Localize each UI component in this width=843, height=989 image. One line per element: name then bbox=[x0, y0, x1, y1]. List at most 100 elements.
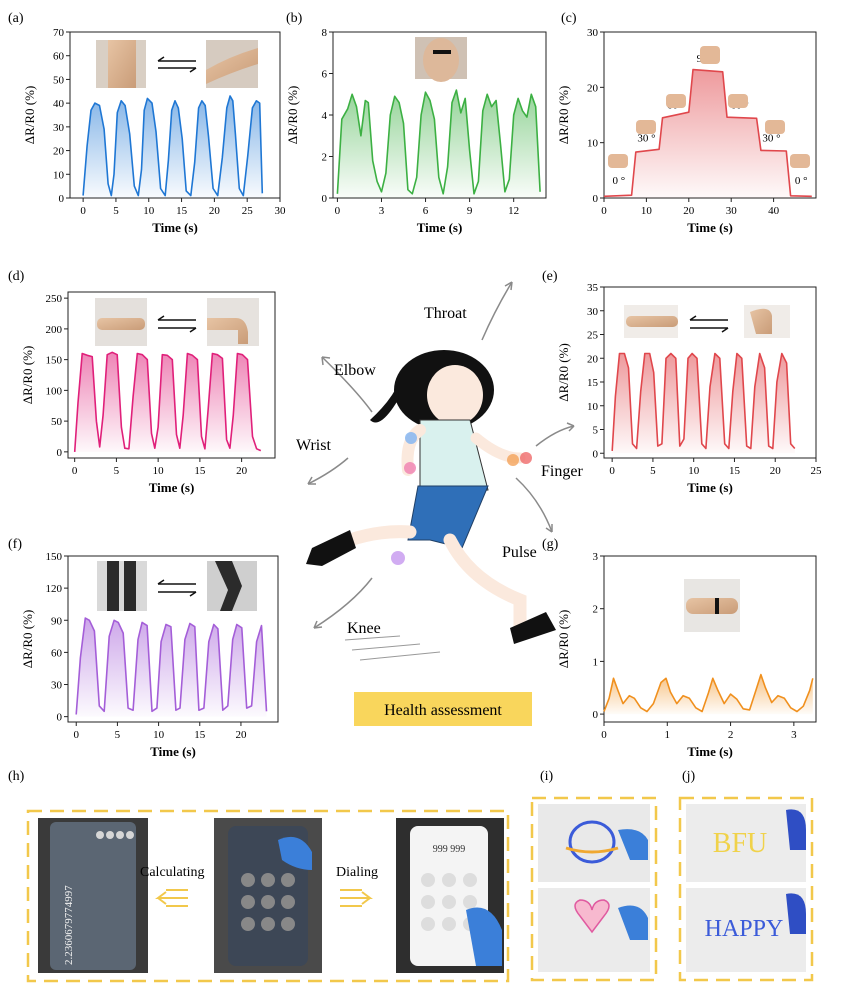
y-tick-label: 90 bbox=[51, 615, 63, 627]
x-tick-label: 20 bbox=[770, 465, 782, 477]
chart-b: 0 3 6 9 12 0 2 4 6 8 Time (s) ΔR/R0 (%) bbox=[285, 27, 547, 235]
x-tick-label: 6 bbox=[423, 205, 429, 217]
y-tick-label: 30 bbox=[587, 27, 599, 39]
y-tick-label: 0 bbox=[593, 193, 599, 205]
x-tick-label: 0 bbox=[335, 205, 341, 217]
y-tick-label: 10 bbox=[53, 169, 65, 181]
y-axis-label: ΔR/R0 (%) bbox=[556, 343, 571, 402]
y-tick-label: 20 bbox=[587, 82, 599, 94]
x-tick-label: 10 bbox=[688, 465, 700, 477]
angle-annotation: 0 ° bbox=[795, 175, 808, 187]
y-tick-label: 250 bbox=[46, 293, 63, 305]
chart-g: 0 1 2 3 0 1 2 3 Time (s) ΔR/R0 (%) bbox=[556, 551, 817, 759]
action-dialing: Dialing bbox=[336, 865, 378, 880]
x-tick-label: 20 bbox=[683, 205, 695, 217]
plot-frame bbox=[67, 555, 279, 723]
x-axis-label: Time (s) bbox=[417, 220, 463, 235]
data-line bbox=[611, 352, 796, 451]
x-axis-label: Time (s) bbox=[687, 220, 733, 235]
health-assessment-box: Health assessment bbox=[354, 692, 532, 726]
x-tick-label: 5 bbox=[650, 465, 656, 477]
x-tick-label: 30 bbox=[726, 205, 738, 217]
x-tick-label: 0 bbox=[601, 205, 607, 217]
x-axis-label: Time (s) bbox=[149, 480, 195, 495]
x-tick-label: 9 bbox=[467, 205, 473, 217]
x-tick-label: 40 bbox=[768, 205, 780, 217]
data-area bbox=[612, 353, 795, 454]
x-tick-label: 0 bbox=[80, 205, 86, 217]
panel-h-phones: 2.2360679774997 Calculating Dialing 999 … bbox=[26, 809, 510, 983]
photo-dialer-phone: 999 999 bbox=[396, 818, 504, 973]
swap-arrows-icon bbox=[157, 56, 197, 73]
arrow-left-icon bbox=[155, 889, 188, 907]
data-line bbox=[73, 351, 262, 452]
y-tick-label: 2 bbox=[322, 152, 328, 164]
drawing-text-bfu: BFU bbox=[713, 828, 767, 859]
inset-photo-finger-straight bbox=[624, 305, 678, 338]
inset-photo-knee-straight bbox=[97, 561, 147, 611]
y-tick-label: 10 bbox=[587, 138, 599, 150]
data-area bbox=[83, 96, 263, 198]
y-tick-label: 100 bbox=[46, 385, 63, 397]
angle-annotation: 0 ° bbox=[613, 175, 626, 187]
data-area bbox=[337, 90, 541, 198]
x-tick-label: 25 bbox=[811, 465, 823, 477]
x-tick-label: 0 bbox=[609, 465, 615, 477]
data-area bbox=[604, 69, 812, 198]
plot-frame bbox=[603, 555, 817, 723]
x-tick-label: 5 bbox=[113, 205, 119, 217]
inset-photo-finger-bent bbox=[744, 305, 790, 338]
data-line bbox=[603, 68, 812, 198]
chart-e: 0 5 10 15 20 25 0 5 10 15 20 25 30 35 Time (s) ΔR/R0 (%… bbox=[556, 282, 822, 495]
label-finger: Finger bbox=[541, 463, 583, 480]
inset-photo-wrist-flat bbox=[95, 298, 147, 346]
x-axis-label: Time (s) bbox=[687, 480, 733, 495]
panel-label-b: (b) bbox=[286, 11, 303, 26]
y-axis-label: ΔR/R0 (%) bbox=[20, 346, 35, 405]
x-tick-label: 10 bbox=[153, 465, 165, 477]
swap-arrows-icon bbox=[157, 579, 197, 597]
health-assessment-label: Health assessment bbox=[384, 702, 502, 719]
angle-annotation: 30 ° bbox=[762, 133, 780, 145]
angle-annotation: 30 ° bbox=[637, 133, 655, 145]
y-tick-label: 120 bbox=[46, 583, 63, 595]
running-girl-illustration bbox=[306, 350, 556, 661]
y-tick-label: 5 bbox=[593, 425, 599, 437]
data-area bbox=[74, 352, 261, 452]
y-tick-label: 1 bbox=[593, 656, 599, 668]
panel-label-f: (f) bbox=[8, 537, 22, 552]
x-tick-label: 2 bbox=[728, 729, 734, 741]
action-calculating: Calculating bbox=[140, 865, 205, 880]
panel-label-h: (h) bbox=[8, 769, 25, 784]
x-tick-label: 10 bbox=[143, 205, 155, 217]
photo-calculator-phone: 2.2360679774997 bbox=[38, 818, 148, 973]
y-axis-label: ΔR/R0 (%) bbox=[556, 610, 571, 669]
y-tick-label: 200 bbox=[46, 324, 63, 336]
inset-photo-elbow-straight bbox=[96, 40, 146, 88]
y-tick-label: 150 bbox=[46, 551, 63, 563]
chart-f: 0 5 10 15 20 0 30 60 90 120 150 Time (s) ΔR/R0 (%) bbox=[20, 551, 279, 759]
swap-arrows-icon bbox=[157, 315, 197, 333]
y-tick-label: 3 bbox=[593, 551, 599, 563]
panel-label-c: (c) bbox=[561, 11, 577, 26]
y-axis-label: ΔR/R0 (%) bbox=[22, 86, 37, 145]
photo-dialpad-phone bbox=[214, 818, 322, 973]
y-axis-label: ΔR/R0 (%) bbox=[20, 610, 35, 669]
y-axis-label: ΔR/R0 (%) bbox=[556, 86, 571, 145]
inset-photo-knee-bent bbox=[207, 561, 257, 611]
y-tick-label: 0 bbox=[322, 193, 328, 205]
panel-label-i: (i) bbox=[540, 769, 554, 784]
y-tick-label: 30 bbox=[587, 306, 599, 318]
y-tick-label: 10 bbox=[587, 401, 599, 413]
x-tick-label: 12 bbox=[508, 205, 519, 217]
y-tick-label: 0 bbox=[57, 712, 63, 724]
swap-arrows-icon bbox=[689, 315, 729, 333]
inset-photo-elbow-bent bbox=[206, 40, 258, 88]
x-axis-label: Time (s) bbox=[687, 744, 733, 759]
panel-j-drawings: BFU HAPPY bbox=[678, 796, 814, 982]
dialer-display: 999 999 bbox=[433, 844, 466, 855]
data-line bbox=[603, 673, 814, 713]
y-tick-label: 30 bbox=[51, 680, 63, 692]
y-tick-label: 0 bbox=[593, 709, 599, 721]
